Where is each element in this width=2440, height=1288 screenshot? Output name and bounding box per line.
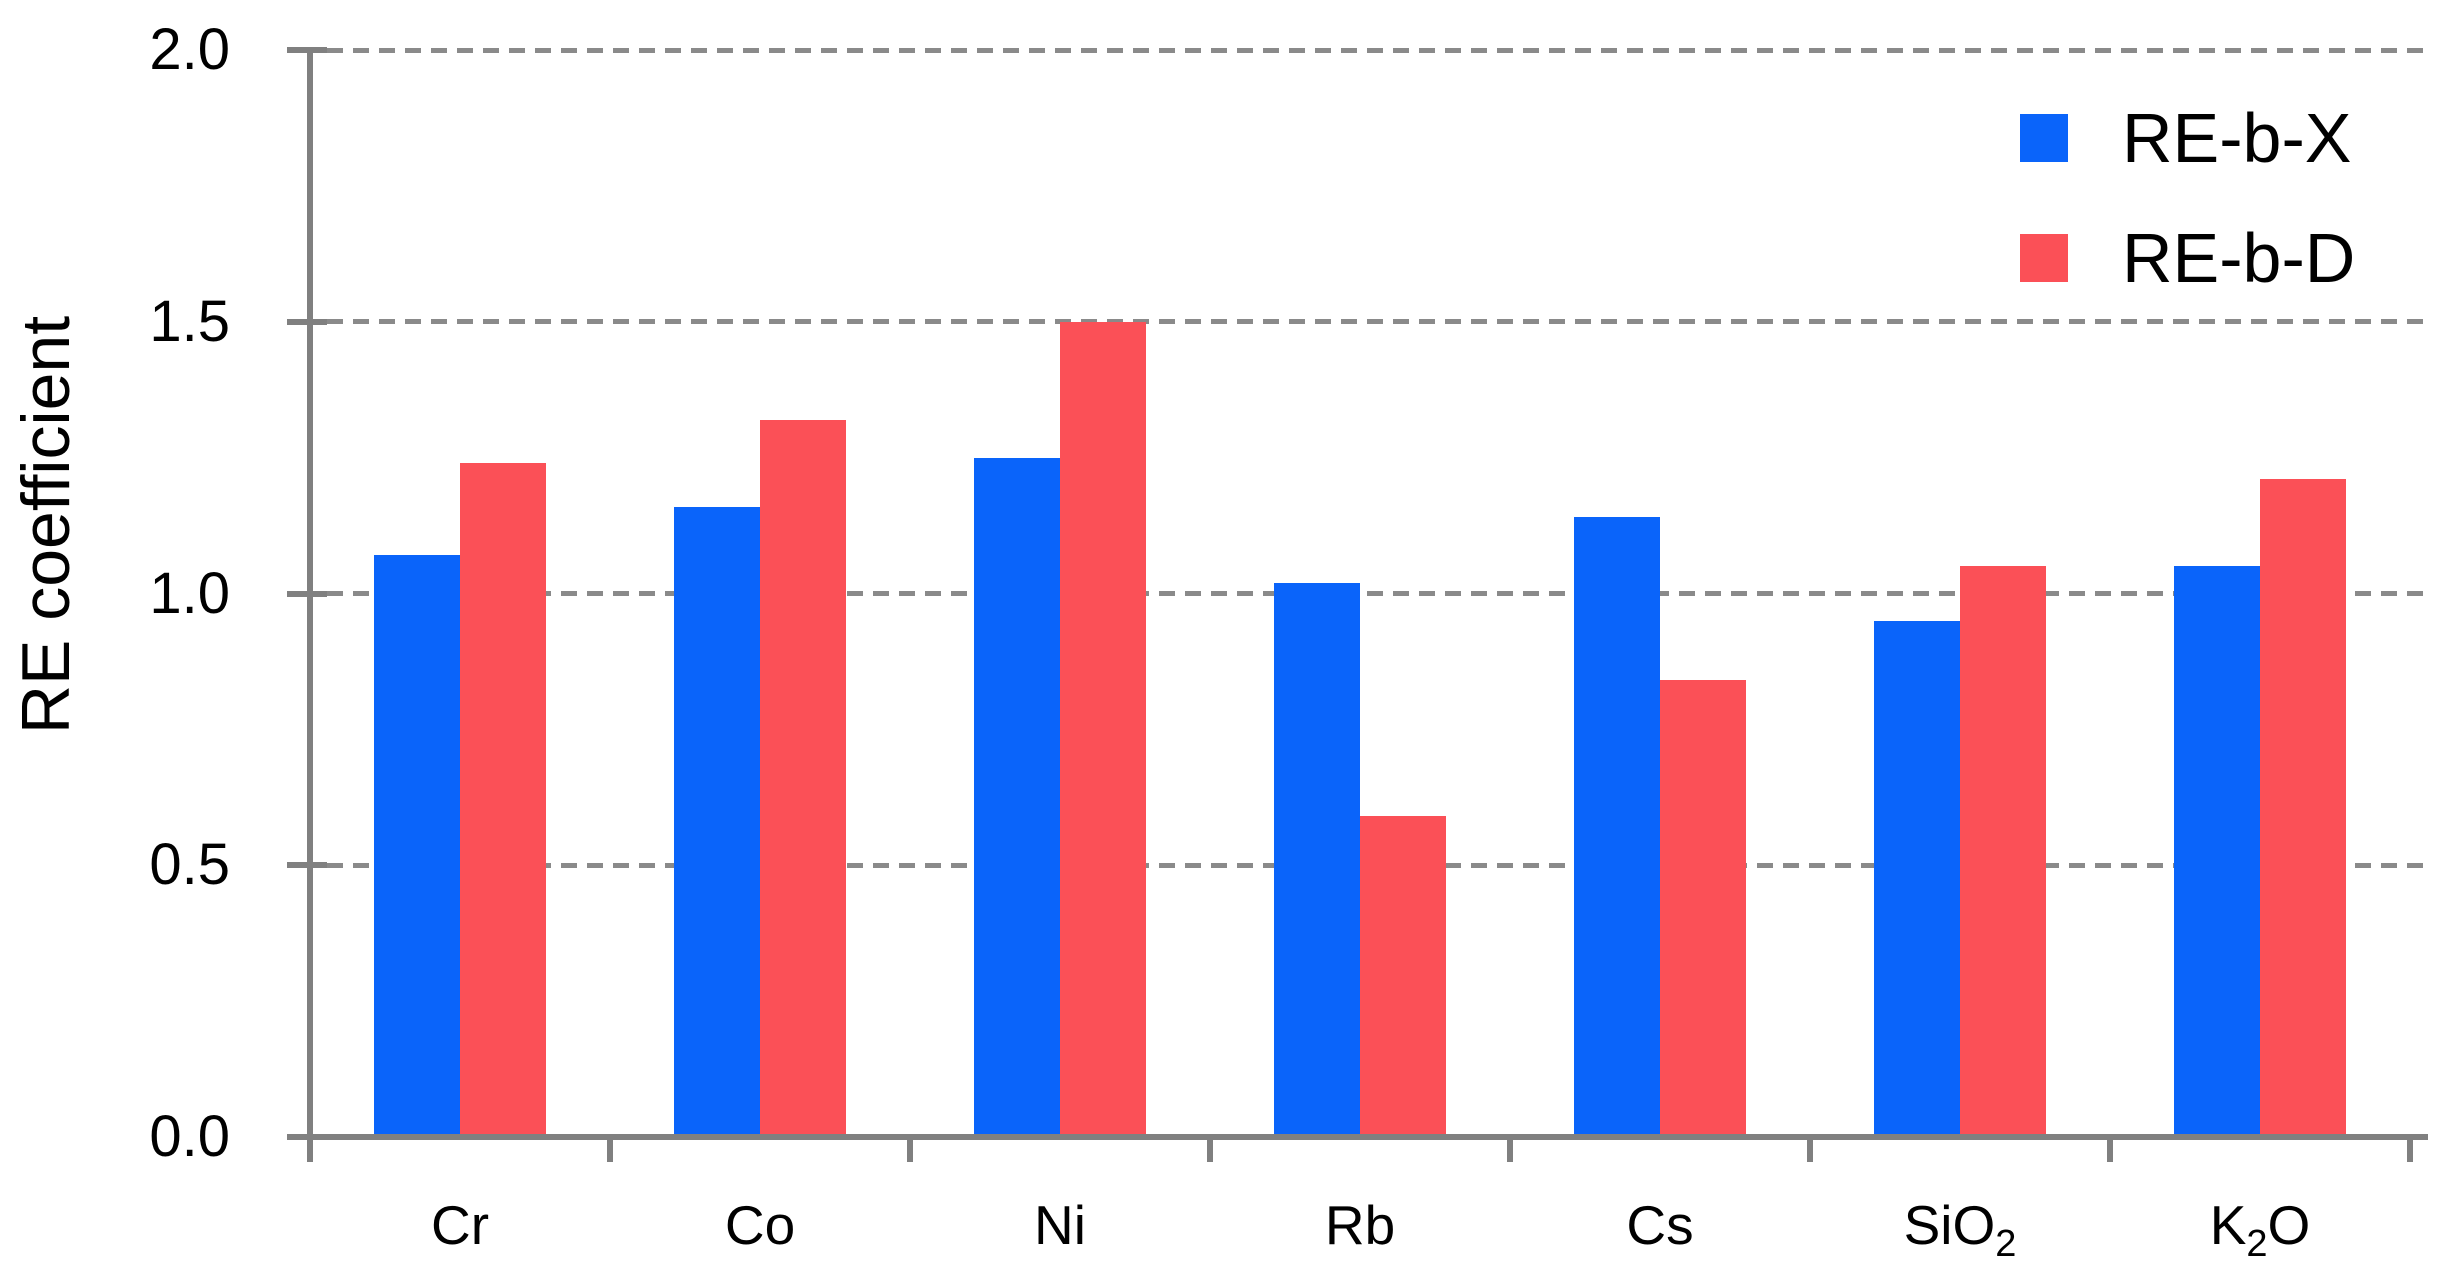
gridline-y-2.0: [327, 47, 2428, 53]
x-tick-4: [1507, 1137, 1513, 1162]
bar-RE-b-X-Rb: [1274, 582, 1360, 1137]
y-tick-label: 0.5: [149, 832, 230, 898]
x-category-label-K: K2O: [2209, 1194, 2311, 1265]
x-tick-6: [2107, 1137, 2113, 1162]
x-category-label-Cr: Cr: [430, 1194, 490, 1256]
x-category-label-Rb: Rb: [1324, 1194, 1396, 1256]
bar-RE-b-D-Rb: [1360, 816, 1446, 1137]
bar-RE-b-D-Co: [760, 419, 846, 1137]
legend-label: RE-b-D: [2122, 219, 2356, 297]
x-tick-0: [307, 1137, 313, 1162]
x-axis-line: [287, 1134, 2428, 1140]
bar-RE-b-X-Co: [674, 506, 760, 1137]
x-category-label-SiO: SiO2: [1903, 1194, 2017, 1265]
legend-item-re-b-d: RE-b-D: [2020, 202, 2355, 314]
y-axis-line: [307, 47, 313, 1162]
bar-RE-b-D-K2O: [2260, 479, 2346, 1137]
x-tick-1: [607, 1137, 613, 1162]
y-axis-title: RE coefficient: [8, 315, 84, 735]
x-category-label-Co: Co: [724, 1194, 796, 1256]
y-tick-label: 1.0: [149, 560, 230, 626]
bar-RE-b-X-Ni: [974, 457, 1060, 1137]
legend: RE-b-X RE-b-D: [2020, 82, 2355, 322]
legend-swatch-blue: [2020, 114, 2068, 162]
y-tick-label: 1.5: [149, 288, 230, 354]
x-category-label-Cs: Cs: [1626, 1194, 1694, 1256]
x-tick-5: [1807, 1137, 1813, 1162]
bar-RE-b-D-Cs: [1660, 680, 1746, 1137]
bar-RE-b-X-Cs: [1574, 517, 1660, 1137]
bar-RE-b-D-Ni: [1060, 321, 1146, 1137]
x-category-label-Ni: Ni: [1034, 1194, 1086, 1256]
bar-RE-b-X-K2O: [2174, 566, 2260, 1137]
gridline-y-1.0: [327, 591, 2428, 596]
x-tick-2: [907, 1137, 913, 1162]
x-tick-3: [1207, 1137, 1213, 1162]
legend-swatch-red: [2020, 234, 2068, 282]
y-tick-label: 2.0: [149, 17, 230, 82]
x-tick-7: [2407, 1137, 2413, 1162]
bar-RE-b-X-SiO2: [1874, 620, 1960, 1137]
bar-RE-b-D-SiO2: [1960, 566, 2046, 1137]
y-tick-label: 0.0: [149, 1104, 230, 1169]
legend-label: RE-b-X: [2122, 99, 2352, 177]
legend-item-re-b-x: RE-b-X: [2020, 82, 2355, 194]
gridline-y-1.5: [327, 319, 2428, 325]
bar-RE-b-D-Cr: [460, 463, 546, 1137]
bar-RE-b-X-Cr: [374, 555, 460, 1137]
